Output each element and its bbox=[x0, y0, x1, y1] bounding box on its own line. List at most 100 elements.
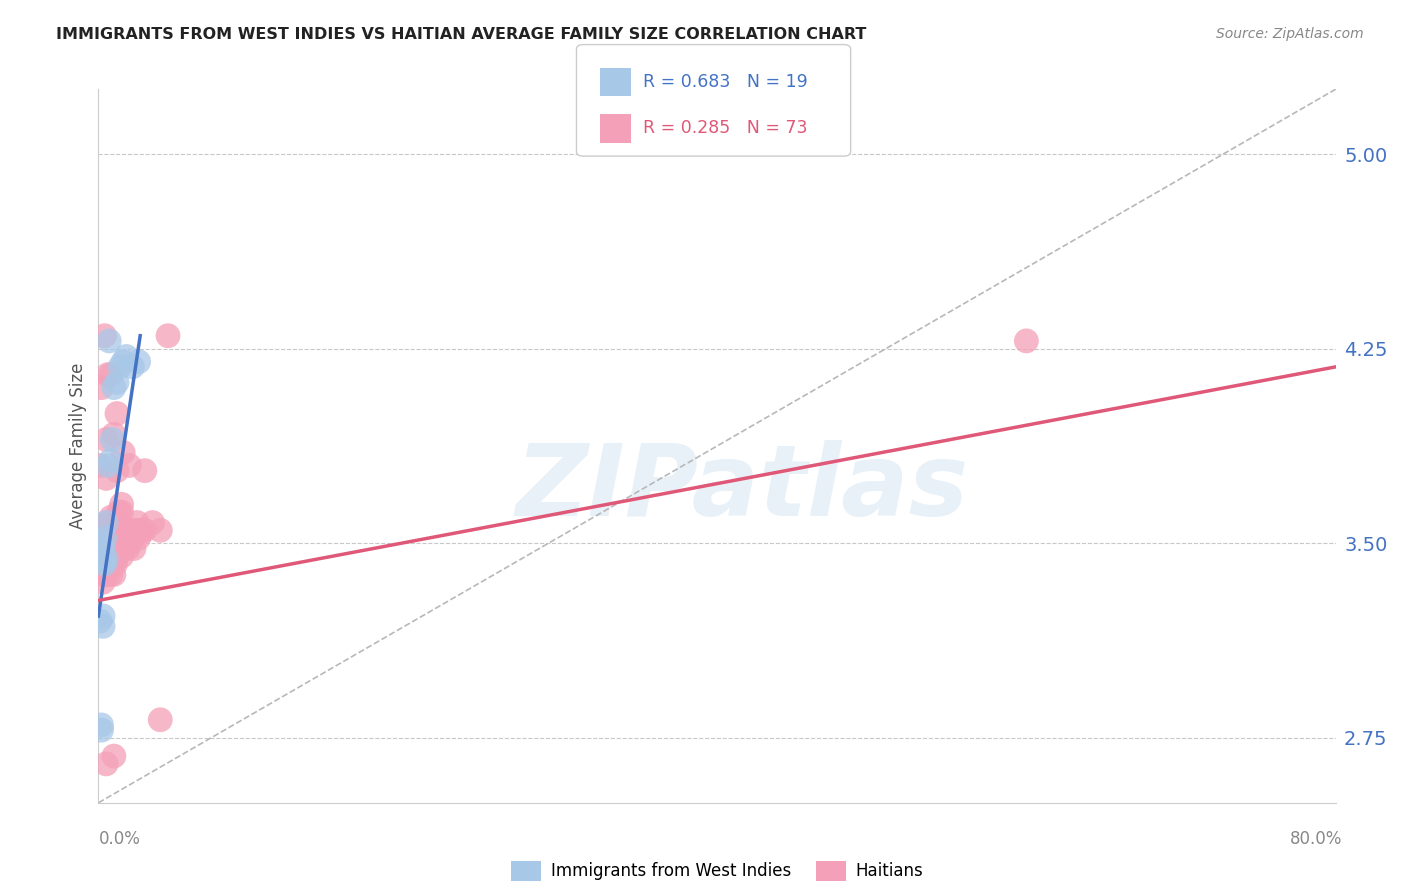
Point bbox=[105, 407, 128, 421]
Point bbox=[90, 718, 112, 732]
Point bbox=[100, 567, 122, 582]
Point bbox=[91, 524, 114, 538]
Point bbox=[104, 557, 127, 571]
Point bbox=[114, 536, 136, 550]
Point bbox=[96, 756, 118, 771]
Point bbox=[90, 557, 112, 571]
Point bbox=[107, 505, 129, 519]
Point bbox=[91, 567, 114, 582]
Point bbox=[100, 510, 122, 524]
Text: R = 0.683   N = 19: R = 0.683 N = 19 bbox=[643, 73, 807, 91]
Point bbox=[101, 524, 124, 538]
Point bbox=[115, 350, 138, 364]
Text: Source: ZipAtlas.com: Source: ZipAtlas.com bbox=[1216, 27, 1364, 41]
Point bbox=[93, 557, 115, 571]
Point bbox=[91, 554, 114, 568]
Text: 0.0%: 0.0% bbox=[98, 830, 141, 847]
Point bbox=[128, 531, 150, 545]
Point bbox=[111, 549, 134, 564]
Point bbox=[128, 354, 150, 368]
Point bbox=[91, 541, 114, 556]
Point bbox=[98, 516, 121, 530]
Point bbox=[1015, 334, 1038, 348]
Point bbox=[93, 567, 115, 582]
Point bbox=[112, 541, 135, 556]
Point bbox=[90, 723, 112, 738]
Point bbox=[89, 614, 111, 628]
Point bbox=[105, 376, 128, 390]
Point bbox=[91, 557, 114, 571]
Point bbox=[157, 328, 180, 343]
Point bbox=[107, 524, 129, 538]
Point bbox=[96, 471, 118, 485]
Point bbox=[134, 464, 156, 478]
Point bbox=[122, 541, 145, 556]
Point bbox=[96, 433, 118, 447]
Point bbox=[131, 524, 153, 538]
Point bbox=[149, 524, 172, 538]
Point bbox=[149, 713, 172, 727]
Point bbox=[89, 458, 111, 473]
Point bbox=[90, 381, 112, 395]
Point bbox=[105, 549, 128, 564]
Point bbox=[100, 549, 122, 564]
Point bbox=[96, 567, 118, 582]
Point bbox=[96, 536, 118, 550]
Point bbox=[97, 524, 120, 538]
Point bbox=[134, 524, 156, 538]
Point bbox=[91, 619, 114, 633]
Point bbox=[89, 541, 111, 556]
Point bbox=[90, 536, 112, 550]
Point bbox=[100, 524, 122, 538]
Point bbox=[105, 516, 128, 530]
Point bbox=[111, 505, 134, 519]
Point bbox=[121, 359, 143, 374]
Point bbox=[96, 549, 118, 564]
Point bbox=[121, 531, 143, 545]
Point bbox=[89, 536, 111, 550]
Point bbox=[93, 549, 115, 564]
Point bbox=[100, 368, 122, 382]
Text: ZIPatlas: ZIPatlas bbox=[515, 441, 969, 537]
Text: 80.0%: 80.0% bbox=[1291, 830, 1343, 847]
Point bbox=[103, 749, 125, 764]
Point bbox=[96, 516, 118, 530]
Point bbox=[93, 531, 115, 545]
Point bbox=[98, 557, 121, 571]
Point bbox=[93, 328, 115, 343]
Legend: Immigrants from West Indies, Haitians: Immigrants from West Indies, Haitians bbox=[503, 855, 931, 888]
Point bbox=[93, 557, 115, 571]
Point bbox=[91, 575, 114, 590]
Point bbox=[89, 531, 111, 545]
Point bbox=[97, 368, 120, 382]
Point bbox=[96, 552, 118, 566]
Point bbox=[118, 458, 141, 473]
Point bbox=[103, 567, 125, 582]
Point bbox=[111, 497, 134, 511]
Point bbox=[97, 557, 120, 571]
Point bbox=[127, 516, 149, 530]
Point bbox=[117, 541, 139, 556]
Point bbox=[90, 524, 112, 538]
Point bbox=[101, 557, 124, 571]
Point bbox=[127, 524, 149, 538]
Point bbox=[142, 516, 165, 530]
Point bbox=[91, 609, 114, 624]
Point bbox=[108, 531, 131, 545]
Point bbox=[115, 531, 138, 545]
Y-axis label: Average Family Size: Average Family Size bbox=[69, 363, 87, 529]
Point bbox=[100, 453, 122, 467]
Point bbox=[98, 549, 121, 564]
Point bbox=[97, 458, 120, 473]
Point bbox=[105, 464, 128, 478]
Point bbox=[112, 354, 135, 368]
Point bbox=[101, 433, 124, 447]
Point bbox=[103, 381, 125, 395]
Point bbox=[98, 334, 121, 348]
Point bbox=[118, 524, 141, 538]
Point bbox=[118, 536, 141, 550]
Text: IMMIGRANTS FROM WEST INDIES VS HAITIAN AVERAGE FAMILY SIZE CORRELATION CHART: IMMIGRANTS FROM WEST INDIES VS HAITIAN A… bbox=[56, 27, 866, 42]
Point bbox=[103, 427, 125, 442]
Point bbox=[104, 524, 127, 538]
Point bbox=[112, 445, 135, 459]
